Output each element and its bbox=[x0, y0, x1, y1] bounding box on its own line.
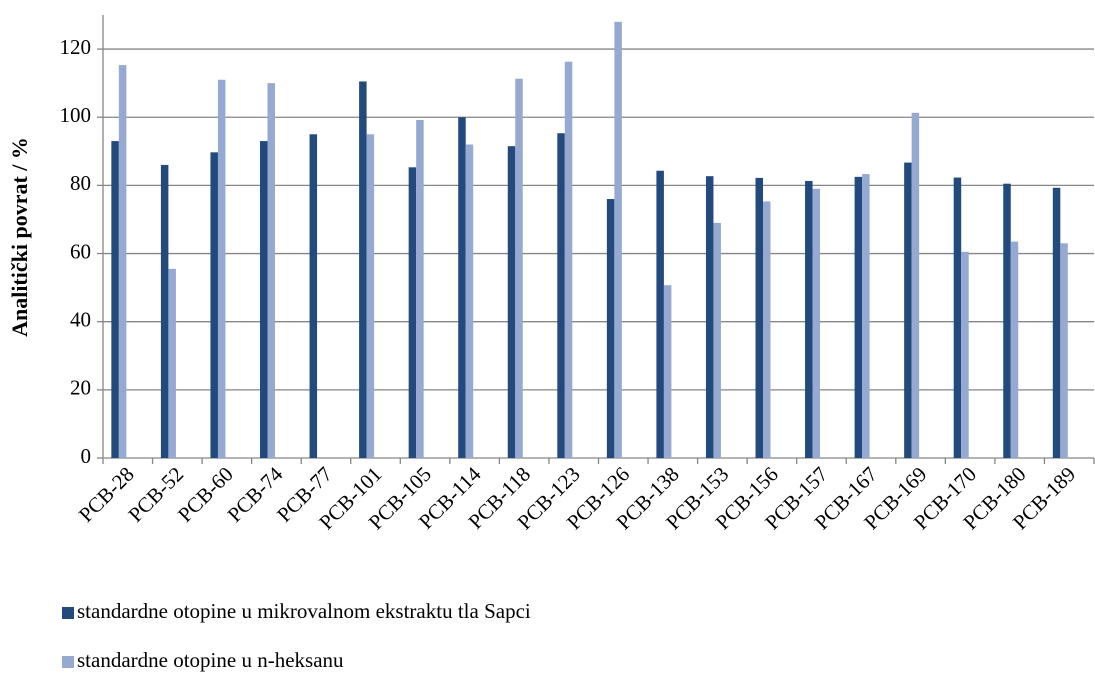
bar bbox=[210, 152, 218, 458]
bar bbox=[160, 164, 169, 458]
bar bbox=[564, 61, 573, 458]
bar bbox=[961, 251, 969, 458]
y-axis-label: Analitički povrat / % bbox=[7, 137, 32, 337]
legend-swatch bbox=[62, 607, 74, 619]
y-tick-label: 100 bbox=[60, 103, 92, 127]
bar bbox=[911, 112, 920, 458]
legend-label: standardne otopine u mikrovalnom ekstrak… bbox=[77, 599, 531, 623]
bar bbox=[309, 134, 318, 458]
y-tick-label: 80 bbox=[70, 171, 91, 195]
bar bbox=[458, 117, 466, 458]
bar bbox=[465, 144, 474, 458]
bar bbox=[217, 79, 226, 458]
y-tick-label: 60 bbox=[70, 239, 91, 263]
bar bbox=[111, 141, 119, 459]
bar bbox=[416, 119, 424, 459]
y-tick-label: 0 bbox=[81, 444, 92, 468]
bar bbox=[557, 133, 565, 458]
bar bbox=[805, 180, 813, 458]
bar bbox=[854, 176, 863, 458]
bar bbox=[713, 222, 721, 458]
legend-swatch bbox=[62, 656, 74, 668]
bar bbox=[705, 176, 714, 459]
bar bbox=[755, 177, 764, 458]
bar bbox=[763, 201, 771, 459]
bar bbox=[1010, 241, 1019, 458]
x-tick-label: PCB-28 bbox=[74, 462, 139, 527]
bar bbox=[515, 78, 523, 458]
bar bbox=[507, 146, 516, 458]
y-tick-label: 40 bbox=[70, 308, 91, 332]
bar bbox=[606, 199, 615, 458]
bar bbox=[953, 177, 962, 458]
bar bbox=[663, 285, 672, 458]
legend-label: standardne otopine u n-heksanu bbox=[77, 648, 344, 672]
bar bbox=[904, 162, 912, 458]
bar bbox=[1003, 183, 1011, 458]
bar bbox=[359, 81, 367, 458]
bar bbox=[408, 167, 417, 458]
bar bbox=[614, 21, 622, 459]
bar bbox=[267, 83, 276, 459]
bar bbox=[862, 174, 870, 459]
bar bbox=[812, 188, 821, 459]
bar bbox=[656, 170, 664, 458]
bar bbox=[118, 65, 127, 458]
y-tick-label: 120 bbox=[60, 35, 92, 59]
y-tick-label: 20 bbox=[70, 376, 91, 400]
x-tick-label: PCB-60 bbox=[173, 462, 238, 527]
bar bbox=[1060, 243, 1068, 458]
x-tick-label: PCB-52 bbox=[123, 462, 188, 527]
bar bbox=[260, 141, 268, 459]
bar bbox=[168, 268, 176, 458]
bar bbox=[366, 134, 375, 458]
bar bbox=[1052, 187, 1061, 458]
